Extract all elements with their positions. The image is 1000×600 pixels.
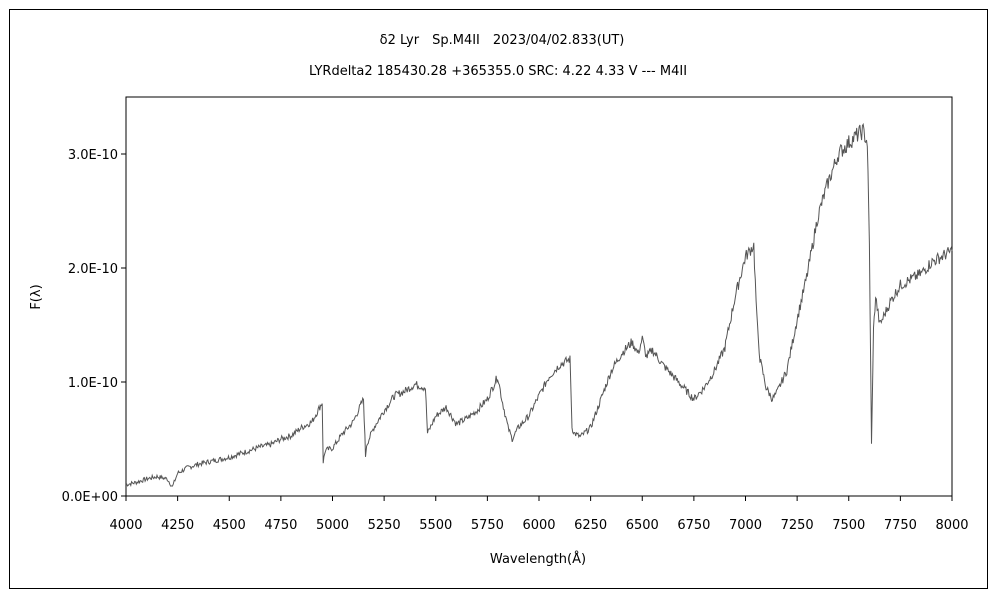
y-tick-label: 2.0E-10 [68, 262, 118, 277]
spectrum-line [125, 122, 953, 487]
x-tick-label: 7250 [781, 518, 814, 533]
x-axis-ticks: 4000 4250 4500 4750 5000 5250 5500 5750 6000 6250… [109, 496, 969, 533]
y-tick-label: 0.0E+00 [62, 490, 118, 505]
x-tick-label: 5750 [471, 518, 504, 533]
x-tick-label: 6500 [626, 518, 659, 533]
y-tick-label: 1.0E-10 [68, 376, 118, 391]
y-axis-label: F(λ) [29, 284, 44, 309]
x-tick-label: 6000 [522, 518, 555, 533]
x-tick-label: 7500 [832, 518, 865, 533]
x-tick-label: 7750 [884, 518, 917, 533]
chart-frame [9, 9, 988, 589]
x-tick-label: 5000 [316, 518, 349, 533]
x-tick-label: 4000 [109, 518, 142, 533]
x-tick-label: 7000 [729, 518, 762, 533]
chart-subtitle: LYRdelta2 185430.28 +365355.0 SRC: 4.22 … [309, 64, 687, 79]
x-tick-label: 4750 [264, 518, 297, 533]
x-axis-label: Wavelength(Å) [490, 551, 586, 567]
chart-title: δ2 Lyr Sp.M4II 2023/04/02.833(UT) [380, 33, 625, 48]
x-tick-label: 5500 [419, 518, 452, 533]
plot-area [125, 96, 953, 497]
x-tick-label: 4250 [161, 518, 194, 533]
y-axis-ticks: 0.0E+00 1.0E-10 2.0E-10 3.0E-10 [62, 148, 126, 505]
x-tick-label: 8000 [935, 518, 968, 533]
x-tick-label: 6250 [574, 518, 607, 533]
y-tick-label: 3.0E-10 [68, 148, 118, 163]
x-tick-label: 4500 [213, 518, 246, 533]
x-tick-label: 5250 [368, 518, 401, 533]
x-tick-label: 6750 [677, 518, 710, 533]
